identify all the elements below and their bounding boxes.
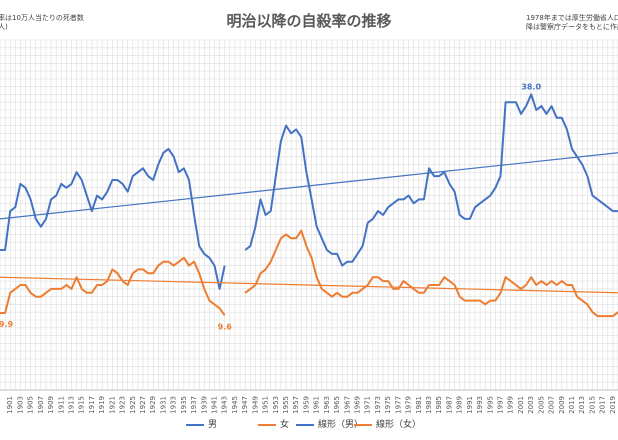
x-tick-label: 1903 [16, 396, 24, 414]
series-line-male [0, 147, 226, 290]
source-note-line: 降は警察庁データをもとに作成 [526, 23, 618, 31]
x-tick-label: 2003 [527, 396, 535, 414]
x-tick-label: 1983 [425, 396, 433, 414]
x-tick-label: 1965 [333, 396, 341, 414]
x-tick-label: 1913 [68, 396, 76, 414]
x-tick-label: 1957 [292, 396, 300, 414]
x-tick-label: 1923 [119, 396, 127, 414]
x-tick-label: 1931 [159, 396, 167, 414]
x-tick-label: 1973 [374, 396, 382, 414]
legend-swatch-male-trend [296, 424, 314, 426]
trendline-male [0, 152, 618, 220]
trendline-female [0, 276, 618, 294]
source-note-line: 1978年までは厚生労働省人口動態統 [526, 14, 618, 22]
unit-note-line: 率は10万人当たりの死者数 [0, 14, 84, 22]
series-line-female [244, 229, 618, 318]
x-tick-label: 1937 [190, 396, 198, 414]
x-tick-label: 1911 [57, 396, 65, 414]
x-tick-label: 1963 [323, 396, 331, 414]
legend-swatch-female-trend [354, 424, 372, 426]
data-label: 38.0 [521, 82, 541, 91]
chart-title: 明治以降の自殺率の推移 [226, 12, 392, 30]
x-tick-label: 1991 [466, 396, 474, 414]
x-tick-label: 2019 [609, 396, 617, 414]
legend-swatch-male [186, 424, 204, 426]
x-tick-label: 1943 [221, 396, 229, 414]
x-tick-label: 2017 [599, 396, 607, 414]
x-tick-label: 1951 [262, 396, 270, 414]
x-tick-label: 1925 [129, 396, 137, 414]
legend-label: 男 [208, 420, 218, 430]
x-tick-label: 1941 [211, 396, 219, 414]
x-tick-label: 2005 [537, 396, 545, 414]
x-tick-label: 1945 [231, 396, 239, 414]
x-tick-label: 1929 [149, 396, 157, 414]
x-tick-label: 1981 [415, 396, 423, 414]
x-tick-label: 1959 [302, 396, 310, 414]
x-tick-label: 1999 [507, 396, 515, 414]
x-tick-label: 1995 [486, 396, 494, 414]
x-tick-label: 1927 [139, 396, 147, 414]
x-tick-label: 1917 [88, 396, 96, 414]
legend-label: 女 [280, 420, 290, 430]
source-note: 1978年までは厚生労働省人口動態統 降は警察庁データをもとに作成 [526, 14, 618, 32]
x-tick-label: 1971 [364, 396, 372, 414]
x-tick-label: 1949 [251, 396, 259, 414]
x-tick-label: 2001 [517, 396, 525, 414]
series-line-female [0, 256, 226, 316]
x-tick-label: 1953 [272, 396, 280, 414]
x-tick-label: 1955 [282, 396, 290, 414]
x-tick-label: 1905 [27, 396, 35, 414]
x-tick-label: 1915 [78, 396, 86, 414]
x-tick-label: 1993 [476, 396, 484, 414]
x-tick-label: 1997 [497, 396, 505, 414]
legend-label: 線形（男） [318, 420, 364, 430]
x-tick-label: 1933 [170, 396, 178, 414]
legend-label: 線形（女） [376, 420, 422, 430]
legend-swatch-female [258, 424, 276, 426]
x-tick-label: 1969 [354, 396, 362, 414]
x-tick-label: 1961 [313, 396, 321, 414]
data-label: 9.6 [218, 322, 233, 331]
x-tick-label: 2013 [578, 396, 586, 414]
x-tick-label: 1921 [108, 396, 116, 414]
x-tick-label: 1977 [394, 396, 402, 414]
x-tick-label: 1919 [98, 396, 106, 414]
chart-legend: 男 女 線形（男） 線形（女） [0, 418, 618, 432]
x-tick-label: 2007 [548, 396, 556, 414]
x-tick-label: 1989 [456, 396, 464, 414]
data-label: 9.9 [0, 320, 14, 329]
x-tick-label: 1975 [384, 396, 392, 414]
x-tick-label: 2009 [558, 396, 566, 414]
x-tick-label: 1967 [343, 396, 351, 414]
x-tick-label: 2015 [588, 396, 596, 414]
x-tick-label: 1909 [47, 396, 55, 414]
x-tick-label: 2011 [568, 396, 576, 414]
x-tick-label: 1935 [180, 396, 188, 414]
x-tick-label: 1985 [435, 396, 443, 414]
x-tick-label: 1979 [405, 396, 413, 414]
x-tick-label: 1987 [445, 396, 453, 414]
x-tick-label: 1907 [37, 396, 45, 414]
x-tick-label: 1947 [241, 396, 249, 414]
unit-note: 率は10万人当たりの死者数 人) [0, 14, 84, 32]
x-tick-label: 1901 [6, 396, 14, 414]
x-tick-label: 1939 [200, 396, 208, 414]
unit-note-line: 人) [0, 23, 8, 31]
